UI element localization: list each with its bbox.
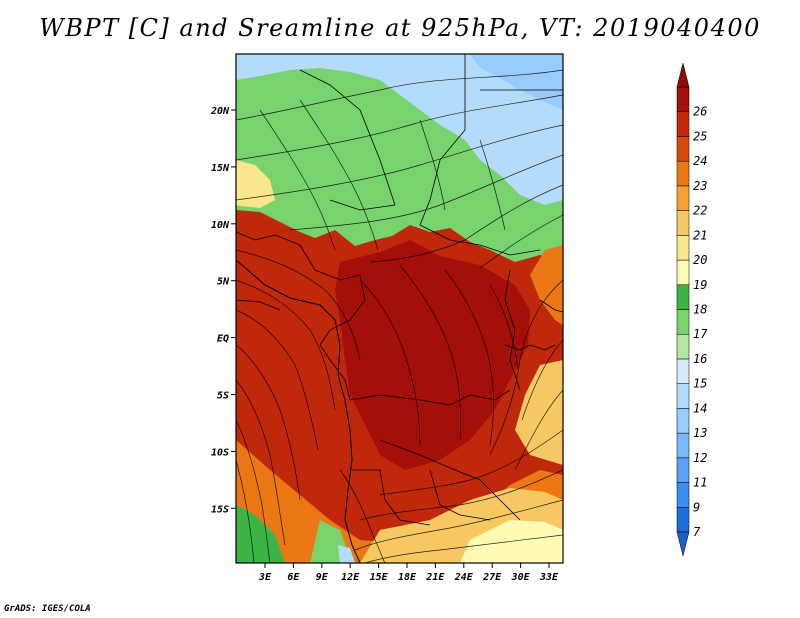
colorbar-label: 23 <box>693 179 707 193</box>
colorbar-label: 14 <box>693 401 707 415</box>
colorbar-segment <box>676 309 690 335</box>
colorbar-label: 16 <box>693 352 707 366</box>
colorbar-segment <box>676 160 690 187</box>
lon-tick-label: 30E <box>511 572 531 583</box>
colorbar-segment <box>676 408 690 434</box>
chart-title: WBPT [C] and Sreamline at 925hPa, VT: 20… <box>39 14 761 42</box>
colorbar-segment <box>676 358 690 384</box>
colorbar-label: 19 <box>693 278 707 292</box>
lat-tick-label: 5S <box>217 391 229 402</box>
wbpt-field <box>236 54 563 563</box>
streamlines <box>236 69 563 563</box>
region-northeast-blue-2 <box>470 54 563 110</box>
lat-tick-label: EQ <box>217 334 229 345</box>
lat-tick-label: 15S <box>211 504 229 515</box>
colorbar-label: 24 <box>693 154 707 168</box>
colorbar-segment <box>676 457 690 483</box>
colorbar-label: 12 <box>693 451 707 465</box>
colorbar-label: 25 <box>693 129 707 143</box>
lon-tick-label: 15E <box>370 572 389 583</box>
lon-tick-label: 21E <box>425 572 445 583</box>
colorbar-segment <box>676 507 690 533</box>
lon-tick-label: 33E <box>539 572 559 583</box>
lon-tick-label: 3E <box>258 572 272 583</box>
colorbar-label: 13 <box>693 426 707 440</box>
colorbar-segment <box>676 185 690 211</box>
lat-tick-label: 5N <box>217 277 230 288</box>
longitude-axis: 3E 6E 9E 12E 15E 18E 21E 24E 27E 30E 33E <box>258 563 559 583</box>
colorbar-segment <box>676 482 690 508</box>
map-frame <box>235 53 564 564</box>
latitude-axis: 20N 15N 10N 5N EQ 5S 10S 15S <box>210 106 236 515</box>
colorbar-segment <box>676 111 690 137</box>
colorbar-label: 20 <box>693 253 707 267</box>
region-east-orange <box>530 245 563 325</box>
region-northeast-blue <box>236 54 563 205</box>
lon-tick-label: 12E <box>341 572 360 583</box>
region-south-light-blue <box>338 545 355 563</box>
colorbar-segment <box>676 432 690 459</box>
colorbar-label: 9 <box>693 500 700 514</box>
colorbar-label: 18 <box>693 303 707 317</box>
colorbar-extend-bottom <box>676 531 690 557</box>
lat-tick-label: 15N <box>211 163 230 174</box>
colorbar-extend-top <box>676 62 690 88</box>
region-congo-core <box>335 240 530 470</box>
colorbar-segment <box>676 259 690 286</box>
lat-tick-label: 10N <box>211 220 230 231</box>
country-borders <box>236 54 563 526</box>
lon-tick-label: 18E <box>398 572 417 583</box>
colorbar-segment <box>676 136 690 162</box>
colorbar-segment <box>676 284 690 310</box>
colorbar-label: 21 <box>693 228 707 242</box>
lon-tick-label: 24E <box>454 572 474 583</box>
colorbar-segment <box>676 235 690 261</box>
colorbar-label: 22 <box>693 204 707 218</box>
lon-tick-label: 27E <box>482 572 502 583</box>
colorbar-label: 26 <box>693 105 707 119</box>
colorbar-segment <box>676 383 690 409</box>
lon-tick-label: 9E <box>316 572 329 583</box>
colorbar-label: 17 <box>693 327 708 341</box>
colorbar-segment <box>676 86 690 112</box>
coastline <box>236 232 361 563</box>
colorbar-segment <box>676 333 690 360</box>
colorbar-label: 11 <box>693 476 707 490</box>
colorbar-segment <box>676 210 690 236</box>
lat-tick-label: 20N <box>210 106 230 117</box>
grads-credit: GrADS: IGES/COLA <box>4 604 91 614</box>
lon-tick-label: 6E <box>287 572 300 583</box>
colorbar-label: 15 <box>693 377 707 391</box>
colorbar-label: 7 <box>693 525 701 539</box>
lat-tick-label: 10S <box>211 447 229 458</box>
colorbar: 7 9 11 12 13 14 15 16 17 18 19 20 21 22 23 24 25 26 <box>676 62 708 557</box>
